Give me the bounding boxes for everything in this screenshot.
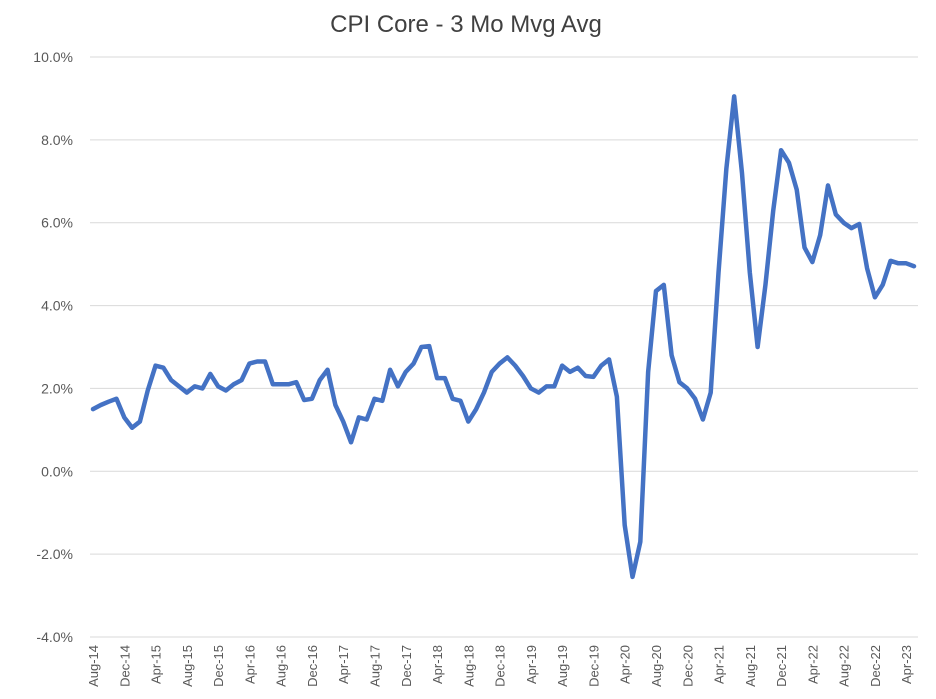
- x-tick-label: Dec-14: [117, 645, 132, 687]
- x-tick-label: Apr-20: [618, 645, 633, 684]
- x-tick-label: Dec-18: [493, 645, 508, 687]
- x-tick-label: Aug-22: [837, 645, 852, 687]
- x-tick-label: Apr-18: [430, 645, 445, 684]
- x-tick-label: Apr-19: [524, 645, 539, 684]
- x-tick-label: Apr-16: [242, 645, 257, 684]
- y-tick-label: 10.0%: [33, 49, 73, 65]
- x-tick-label: Dec-21: [774, 645, 789, 687]
- y-tick-label: 8.0%: [41, 132, 73, 148]
- y-tick-label: 4.0%: [41, 298, 73, 314]
- x-tick-label: Aug-18: [461, 645, 476, 687]
- y-tick-label: -2.0%: [36, 546, 73, 562]
- series-layer: [90, 94, 917, 580]
- y-tick-label: -4.0%: [36, 629, 73, 645]
- x-tick-label: Dec-16: [305, 645, 320, 687]
- y-tick-label: 6.0%: [41, 215, 73, 231]
- series-line: [90, 94, 917, 580]
- x-tick-label: Apr-21: [712, 645, 727, 684]
- x-tick-label: Aug-17: [367, 645, 382, 687]
- x-tick-label: Aug-14: [86, 645, 101, 687]
- x-axis-tick-labels: Aug-14 Dec-14 Apr-15 Aug-15 Dec-15 Apr-16 Aug-…: [86, 645, 914, 687]
- x-tick-label: Dec-15: [211, 645, 226, 687]
- x-tick-label: Apr-17: [336, 645, 351, 684]
- chart-title: CPI Core - 3 Mo Mvg Avg: [330, 11, 602, 38]
- gridlines: [90, 56, 918, 638]
- x-tick-label: Aug-19: [555, 645, 570, 687]
- x-tick-label: Apr-15: [149, 645, 164, 684]
- y-axis-tick-labels: 10.0% 8.0% 6.0% 4.0% 2.0% 0.0% -2.0% -4.0%: [33, 49, 73, 645]
- y-tick-label: 2.0%: [41, 380, 73, 396]
- x-tick-label: Aug-16: [274, 645, 289, 687]
- x-tick-label: Dec-22: [868, 645, 883, 687]
- y-tick-label: 0.0%: [41, 463, 73, 479]
- x-tick-label: Aug-20: [649, 645, 664, 687]
- x-tick-label: Apr-22: [805, 645, 820, 684]
- x-tick-label: Dec-17: [399, 645, 414, 687]
- x-tick-label: Aug-15: [180, 645, 195, 687]
- x-tick-label: Dec-19: [586, 645, 601, 687]
- x-tick-label: Dec-20: [680, 645, 695, 687]
- x-tick-label: Aug-21: [743, 645, 758, 687]
- x-tick-label: Apr-23: [899, 645, 914, 684]
